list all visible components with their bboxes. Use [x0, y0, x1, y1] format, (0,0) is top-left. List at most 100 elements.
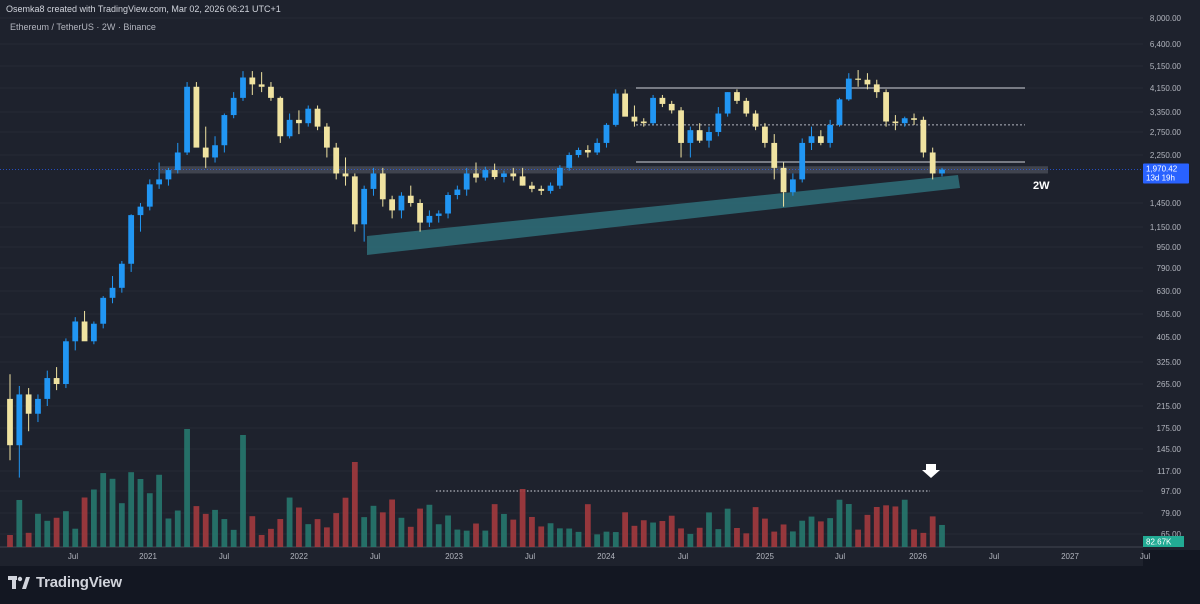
volume-bar [808, 516, 815, 547]
volume-bar [230, 529, 237, 547]
volume-bar [128, 472, 135, 547]
volume-bar [389, 499, 396, 547]
price-badge [1143, 163, 1189, 184]
price-tick-label: 4,150.00 [1150, 84, 1182, 93]
volume-bar [118, 503, 125, 547]
volume-bar [25, 532, 32, 547]
price-axis[interactable]: 8,000.00 6,400.00 5,150.00 4,150.00 3,350.00… [1143, 0, 1200, 550]
candle-body [771, 142, 778, 168]
volume-bar [202, 513, 209, 547]
volume-bar [268, 528, 274, 547]
time-tick-label: 2027 [1061, 552, 1079, 561]
price-tick-label: 790.00 [1157, 264, 1182, 273]
candle-body [659, 97, 666, 104]
volume-bar [454, 529, 461, 547]
volume-bar [184, 429, 190, 547]
volume-bar [883, 505, 889, 547]
volume-bar [137, 478, 144, 547]
candle-body [230, 97, 237, 116]
time-tick-label: 2024 [597, 552, 615, 561]
volume-bar [920, 532, 927, 547]
volume-bar [90, 489, 97, 547]
candle-body [25, 394, 32, 414]
volume-bar [799, 520, 806, 547]
brand-name: TradingView [36, 574, 122, 591]
price-tick-label: 2,250.00 [1150, 151, 1182, 160]
candle-body [81, 321, 88, 342]
candle-body [370, 173, 377, 189]
candle-body [202, 147, 209, 158]
timeframe-label: 2W [1033, 180, 1050, 192]
time-axis[interactable]: Jul 2021 Jul 2022 Jul 2023 Jul 2024 Jul 2025 Jul 20… [0, 548, 1150, 566]
volume-bar [7, 535, 13, 547]
volume-bar [323, 527, 330, 547]
candle-body [687, 130, 694, 143]
volume-bar [789, 531, 796, 547]
price-tick-label: 8,000.00 [1150, 14, 1182, 23]
volume-bar [16, 499, 23, 547]
volume-bar [659, 521, 666, 547]
symbol-title[interactable]: Ethereum / TetherUS · 2W · Binance [10, 22, 156, 32]
candle-body [678, 110, 684, 143]
volume-bar [221, 519, 228, 547]
volume-bar [827, 518, 834, 547]
price-tick-label: 325.00 [1157, 358, 1182, 367]
candle-body [864, 79, 871, 85]
volume-bar [547, 523, 554, 547]
candle-body [836, 99, 843, 125]
volume-bar [81, 497, 88, 547]
candle-body [538, 188, 545, 191]
price-tick-label: 950.00 [1157, 243, 1182, 252]
volume-bar [743, 533, 750, 547]
candle-body [435, 213, 442, 216]
volume-bar [575, 531, 582, 547]
price-tick-label: 265.00 [1157, 380, 1182, 389]
candle-body [873, 84, 880, 93]
volume-bar [426, 504, 433, 547]
candle-body [342, 173, 349, 177]
volume-bar [566, 528, 573, 547]
volume-bar [435, 524, 442, 547]
volume-bar [901, 499, 908, 547]
volume-bar [594, 534, 601, 547]
time-tick-label: 2023 [445, 552, 463, 561]
volume-bar [342, 497, 349, 547]
volume-bar [696, 527, 703, 547]
volume-bar [752, 507, 759, 547]
volume-bar [622, 512, 629, 547]
volume-bar [687, 533, 694, 547]
candle-body [268, 86, 274, 98]
volume-bar [72, 528, 79, 547]
volume-bar [156, 474, 163, 547]
volume-bar [650, 522, 656, 547]
candle-body [193, 86, 200, 148]
volume-bar [845, 504, 852, 547]
volume-bar [482, 530, 489, 547]
price-tick-label: 1,150.00 [1150, 223, 1182, 232]
volume-bar [212, 509, 218, 547]
candle-body [53, 378, 60, 384]
volume-bar [939, 524, 945, 547]
candle-body [128, 215, 135, 264]
volume-bar [398, 517, 405, 547]
candle-body [501, 173, 507, 177]
candle-body [63, 341, 69, 384]
volume-bar [240, 435, 246, 547]
candle-body [426, 215, 433, 223]
volume-bar [277, 519, 284, 547]
candle-body [556, 167, 563, 186]
candle-body [109, 287, 116, 298]
horizontal-levels [0, 87, 1143, 492]
candle-body [258, 84, 265, 87]
tradingview-brand[interactable]: TradingView [8, 574, 122, 591]
candle-body [752, 113, 759, 127]
volume-bar [864, 514, 871, 547]
candle-body [333, 147, 340, 174]
candle-body [706, 132, 712, 141]
grid-lines [0, 17, 1143, 548]
volume-badge [1143, 536, 1184, 547]
candle-body [156, 179, 163, 185]
price-tick-label: 3,350.00 [1150, 108, 1182, 117]
volume-bar [53, 517, 60, 547]
